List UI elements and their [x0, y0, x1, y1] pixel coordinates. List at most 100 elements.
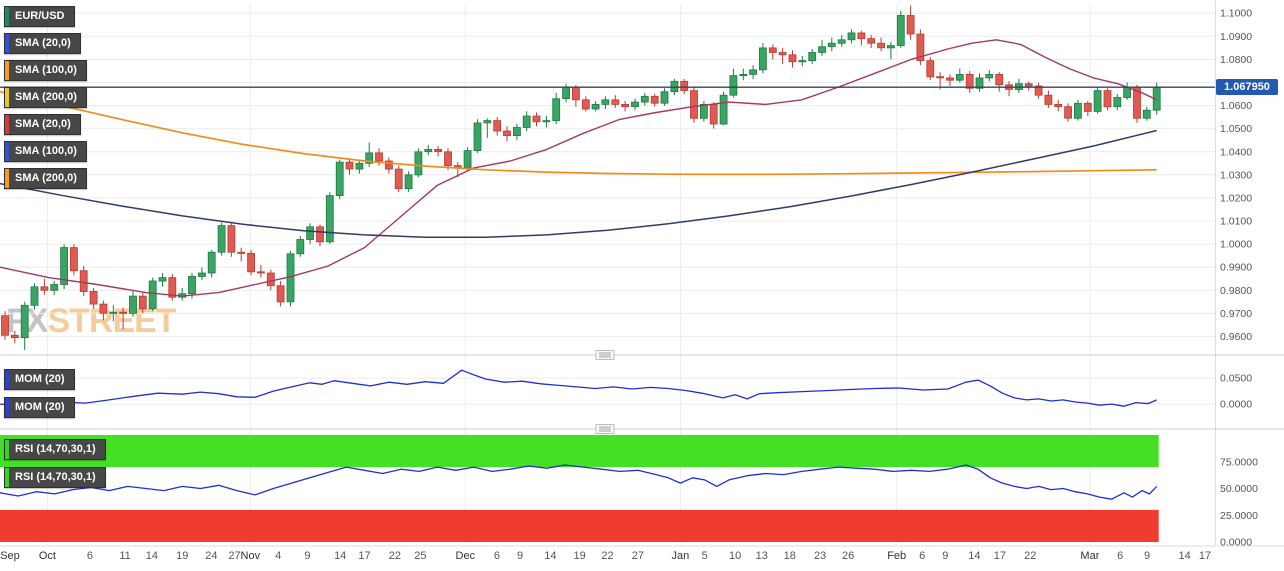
x-axis-day-label: 9	[942, 550, 948, 562]
candle	[749, 69, 757, 75]
candle	[473, 122, 482, 152]
x-axis-day-label: 9	[517, 550, 523, 562]
candle	[50, 284, 59, 291]
badge-label: RSI (14,70,30,1)	[15, 471, 96, 483]
price-tick-label: 0.9600	[1220, 331, 1252, 343]
candle	[975, 77, 984, 89]
candle	[483, 120, 492, 124]
x-axis-day-label: 14	[334, 550, 346, 562]
candle	[109, 311, 118, 314]
candle	[247, 252, 256, 273]
sma-indicator-badge-2[interactable]: SMA (200,0)	[4, 87, 87, 108]
candle	[621, 104, 629, 108]
rsi-indicator-badge-0[interactable]: RSI (14,70,30,1)	[4, 439, 106, 460]
candle	[365, 152, 374, 164]
symbol-badge[interactable]: EUR/USD	[4, 6, 75, 27]
x-axis-day-label: 10	[729, 550, 741, 562]
x-axis-day-label: 5	[702, 550, 708, 562]
candle	[768, 47, 777, 53]
x-axis-day-label: 6	[87, 550, 93, 562]
sma-line-0	[0, 39, 1157, 297]
candle	[513, 127, 521, 137]
candle	[818, 46, 826, 53]
price-tick-label: 1.0300	[1220, 169, 1252, 181]
x-axis-day-label: 4	[275, 550, 281, 562]
x-axis-month-label: Mar	[1080, 550, 1099, 562]
x-axis-day-label: 24	[205, 550, 217, 562]
candle	[591, 104, 600, 110]
candle	[1034, 85, 1043, 96]
candle	[985, 74, 994, 79]
candle	[217, 225, 226, 253]
candle	[99, 303, 108, 314]
x-axis-day-label: 14	[146, 550, 158, 562]
candle	[719, 94, 728, 125]
price-tick-label: 1.1000	[1220, 8, 1252, 20]
rsi-indicator-badge-1[interactable]: RSI (14,70,30,1)	[4, 467, 106, 488]
candle	[552, 98, 561, 121]
candle	[306, 226, 315, 240]
candle	[375, 152, 383, 162]
x-axis-day-label: 6	[1117, 550, 1123, 562]
candle	[887, 45, 895, 49]
sma-overlay-0	[0, 39, 1157, 297]
price-gridlines	[0, 12, 1215, 337]
candle	[1142, 109, 1151, 119]
price-tick-label: 0.9900	[1220, 262, 1252, 274]
price-tick-label: 0.9700	[1220, 308, 1252, 320]
candle	[955, 74, 964, 81]
candle	[522, 115, 531, 128]
indicator-color-tab	[5, 7, 9, 26]
badge-label: SMA (20,0)	[15, 118, 71, 130]
x-axis-day-label: 14	[544, 550, 556, 562]
candle	[316, 226, 324, 243]
candle	[1074, 102, 1082, 119]
mom-indicator-badge-1[interactable]: MOM (20)	[4, 397, 75, 418]
candle	[404, 174, 413, 190]
sma-indicator-badge-5[interactable]: SMA (200,0)	[4, 168, 87, 189]
indicator-color-tab	[5, 115, 9, 134]
candle	[60, 247, 68, 285]
mom-line	[0, 369, 1157, 407]
sma-indicator-badge-0[interactable]: SMA (20,0)	[4, 33, 81, 54]
x-axis-month-label: Dec	[456, 550, 476, 562]
candle	[40, 286, 49, 291]
rsi-overbought-band	[0, 435, 1159, 468]
candle	[611, 99, 620, 105]
candle	[20, 304, 29, 338]
candlestick-series	[1, 5, 1161, 350]
candle	[1113, 97, 1122, 108]
mom-tick-label: 0.0500	[1220, 373, 1252, 385]
candle	[503, 130, 511, 136]
candle	[345, 161, 354, 170]
sma-indicator-badge-3[interactable]: SMA (20,0)	[4, 114, 81, 135]
sma-indicator-badge-4[interactable]: SMA (100,0)	[4, 141, 87, 162]
mom-indicator-badge-0[interactable]: MOM (20)	[4, 369, 75, 390]
candle	[798, 60, 807, 63]
x-axis-month-label: Nov	[241, 550, 261, 562]
rsi-tick-label: 25.0000	[1220, 510, 1258, 522]
candle	[188, 275, 196, 295]
x-axis-month-label: Sep	[0, 550, 20, 562]
sma-line-1	[0, 90, 1157, 176]
panel-resize-handle-icon[interactable]	[595, 350, 615, 360]
candle	[414, 151, 423, 176]
candle	[1, 315, 9, 336]
candle	[788, 54, 797, 63]
candle	[148, 280, 157, 310]
sma-indicator-badge-1[interactable]: SMA (100,0)	[4, 60, 87, 81]
x-axis-month-label: Oct	[39, 550, 56, 562]
indicator-color-tab	[5, 440, 9, 459]
candle	[394, 168, 403, 190]
rsi-tick-label: 75.0000	[1220, 456, 1258, 468]
candle	[1093, 90, 1102, 112]
candle	[808, 52, 817, 62]
candle	[79, 270, 88, 292]
panel-resize-handle-icon[interactable]	[595, 424, 615, 434]
x-axis-day-label: 6	[494, 550, 500, 562]
x-axis-month-label: Feb	[887, 550, 906, 562]
x-axis-day-label: 27	[228, 550, 240, 562]
candle	[660, 91, 669, 104]
x-axis-day-label: 17	[994, 550, 1006, 562]
